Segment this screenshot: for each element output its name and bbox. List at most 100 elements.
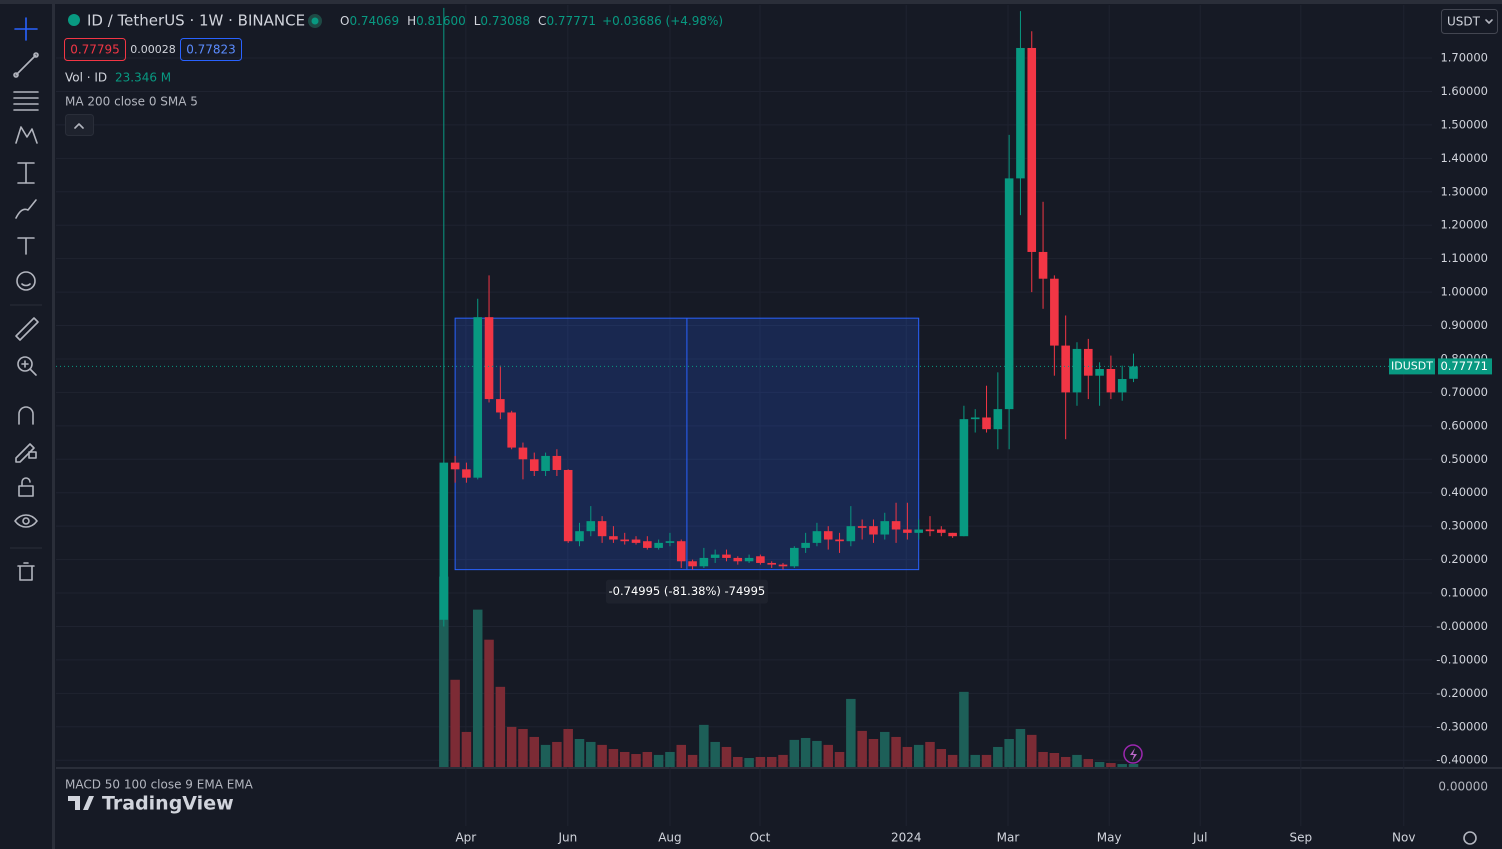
emoji-tool[interactable] (16, 271, 36, 291)
prediction-tool[interactable] (17, 162, 35, 184)
ohlc-key: H (407, 14, 416, 28)
volume-bar (665, 751, 675, 767)
visibility-tool[interactable] (14, 514, 38, 528)
measure-label-box (605, 579, 768, 604)
symbol-tag: IDUSDT (1391, 359, 1433, 372)
volume-bar (710, 741, 720, 767)
volume-bar (959, 691, 969, 767)
volume-label[interactable]: Vol · ID (65, 71, 107, 85)
y-tick-label: 0.10000 (1440, 586, 1488, 600)
volume-bar (778, 754, 788, 767)
measure-label: -0.74995 (-81.38%) -74995 (609, 584, 766, 598)
candle-body (790, 547, 799, 567)
candle-body (1072, 348, 1082, 393)
candle-body (970, 417, 980, 420)
volume-bar (597, 744, 607, 767)
candle-body (450, 462, 460, 470)
fib-tool[interactable] (13, 91, 39, 111)
ohlc-value: 0.73088 (480, 14, 530, 28)
zoom-tool[interactable] (17, 356, 37, 376)
volume-bar (1060, 756, 1071, 767)
y-tick-label: 1.00000 (1440, 285, 1488, 299)
collapse-icon (74, 123, 84, 129)
logo[interactable]: TradingView (102, 793, 234, 815)
ohlc-legend: O0.74069 H0.81600 L0.73088 C0.77771 +0.03686… (340, 14, 723, 28)
volume-bar (970, 754, 980, 767)
volume-bar (925, 741, 935, 767)
volume-bar (880, 731, 890, 767)
trendline-tool[interactable] (13, 52, 39, 78)
buy-box[interactable] (180, 38, 242, 61)
volume-bar (891, 736, 901, 767)
volume-bar (733, 756, 743, 767)
crosshair-tool[interactable] (14, 17, 38, 41)
sell-price[interactable]: 0.77795 (70, 43, 120, 57)
y-tick-label: 1.50000 (1440, 117, 1488, 131)
volume-bar (868, 738, 879, 767)
candle-body (1038, 251, 1048, 279)
macd-label[interactable]: MACD 50 100 close 9 EMA EMA (65, 778, 254, 792)
volume-bar (529, 736, 540, 767)
grid: 1.70000 1.60000 1.50000 1.40000 1.30000 1.200… (56, 5, 1488, 845)
currency-label[interactable]: USDT (1447, 15, 1481, 29)
candle-body (665, 541, 675, 543)
symbol-title[interactable]: ID / TetherUS · 1W · BINANCE (87, 12, 305, 30)
x-tick-label: Aug (658, 831, 681, 845)
ma-label[interactable]: MA 200 close 0 SMA 5 (65, 95, 198, 109)
volume-bar (936, 749, 947, 767)
candle-body (631, 539, 641, 543)
candle-body (1095, 368, 1104, 376)
candle-body (1050, 278, 1059, 346)
y-tick-label: 0.50000 (1440, 452, 1488, 466)
text-tool[interactable] (17, 237, 35, 255)
x-tick-label: Nov (1392, 831, 1415, 845)
candle-body (586, 521, 596, 532)
ruler-tool[interactable] (15, 317, 39, 341)
volume-bar (1106, 763, 1116, 767)
volume-bar (439, 576, 449, 767)
brush-tool[interactable] (15, 199, 37, 219)
settings-icon[interactable] (1463, 831, 1477, 845)
ohlc-value: 0.74069 (349, 14, 399, 28)
candle-body (1083, 348, 1093, 376)
candle-body (756, 556, 765, 563)
candle-body (643, 541, 652, 548)
volume-bar (993, 746, 1003, 767)
candle-body (1129, 366, 1138, 379)
lock-draw-tool[interactable] (15, 443, 37, 463)
lock-tool[interactable] (18, 477, 34, 497)
y-tick-label: -0.00000 (1436, 619, 1488, 633)
candle-body (993, 409, 1003, 430)
pattern-tool[interactable] (15, 126, 38, 144)
volume-bar (699, 724, 709, 767)
candle-body (688, 561, 697, 567)
ohlc-key: L (474, 14, 481, 28)
currency-select[interactable] (1441, 9, 1498, 34)
volume-bar (619, 751, 630, 767)
buy-price[interactable]: 0.77823 (186, 43, 236, 57)
candle-body (880, 521, 890, 535)
y-tick-label: -0.30000 (1436, 719, 1488, 733)
volume-bar (472, 609, 483, 767)
y-tick-label: -0.40000 (1436, 753, 1488, 767)
y-tick-label: 0.70000 (1440, 385, 1488, 399)
candle-body (473, 317, 483, 478)
ohlc-value: 0.77771 (546, 14, 596, 28)
toolbar (10, 17, 42, 581)
candle-body (1106, 368, 1116, 393)
volume-bar (461, 731, 472, 767)
sell-box[interactable] (64, 38, 126, 61)
delete-tool[interactable] (17, 562, 35, 581)
candle-body (948, 532, 957, 537)
volume-bar (653, 754, 664, 767)
magnet-tool[interactable] (18, 406, 34, 425)
volume-bar (608, 749, 619, 767)
top-border (0, 0, 1502, 4)
volume-bar (676, 744, 686, 767)
volume-bar (823, 744, 833, 767)
volume-bar (540, 744, 551, 767)
alert-icon[interactable] (1123, 744, 1143, 764)
candle-body (529, 459, 539, 471)
volume-bar (755, 756, 766, 767)
